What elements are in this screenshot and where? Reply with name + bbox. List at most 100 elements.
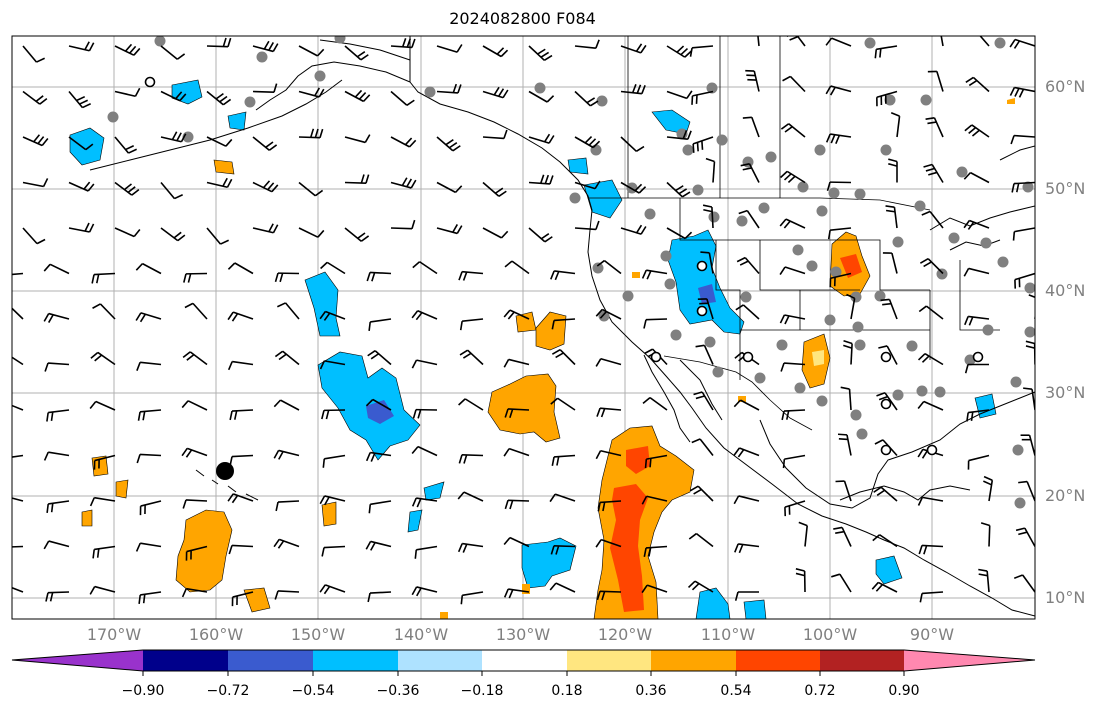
wind-barb	[965, 76, 990, 93]
wind-barb	[504, 408, 530, 418]
lat-label-30n: 30°N	[1045, 383, 1086, 402]
large-black-marker	[216, 462, 234, 480]
wind-barb	[365, 398, 392, 411]
wind-barb	[825, 85, 852, 96]
wind-barb	[923, 163, 944, 183]
station-marker	[670, 329, 682, 341]
wind-barb	[700, 251, 714, 274]
wind-barb	[843, 339, 853, 365]
colorbar-segment	[567, 650, 651, 671]
wind-barb	[734, 591, 759, 601]
wind-barb	[206, 177, 233, 189]
station-marker	[936, 268, 948, 280]
shade-blob	[1007, 98, 1015, 104]
wind-barb	[835, 480, 852, 502]
colorbar	[11, 649, 1036, 676]
wind-barb	[206, 37, 232, 48]
wind-barb	[687, 580, 714, 593]
wind-barb	[620, 84, 646, 95]
wind-barb	[595, 449, 622, 460]
lat-label-40n: 40°N	[1045, 281, 1086, 300]
wind-barb	[643, 545, 668, 557]
wind-barb	[22, 90, 48, 105]
station-marker	[740, 291, 752, 303]
wind-barb	[873, 486, 898, 502]
station-marker	[1024, 326, 1035, 338]
wind-barb	[504, 260, 530, 275]
station-marker	[980, 237, 992, 249]
wind-barb	[274, 350, 300, 366]
wind-barb	[89, 400, 116, 411]
wind-barb	[459, 349, 484, 366]
wind-barb	[344, 227, 370, 242]
wind-barb	[927, 70, 944, 92]
open-marker	[972, 351, 984, 363]
wind-barb	[390, 177, 417, 189]
wind-barb	[367, 591, 392, 603]
wind-barb	[68, 90, 91, 109]
wind-barb	[160, 90, 187, 102]
colorbar-tick-label: 0.54	[720, 683, 752, 699]
political-borders	[588, 36, 1000, 431]
station-marker	[592, 262, 604, 274]
wind-barb	[298, 181, 324, 197]
wind-barb	[273, 449, 300, 460]
station-marker	[708, 211, 720, 223]
station-marker	[892, 236, 904, 248]
wind-barb	[550, 397, 576, 411]
wind-barb	[876, 90, 898, 107]
wind-barb	[368, 318, 392, 331]
station-marker	[706, 82, 718, 94]
station-marker	[758, 202, 770, 214]
wind-barb	[705, 157, 716, 183]
station-marker	[776, 339, 788, 351]
station-marker	[660, 250, 672, 262]
station-marker	[644, 208, 656, 220]
wind-barb	[366, 271, 392, 282]
wind-barb	[90, 351, 116, 366]
station-marker	[704, 336, 716, 348]
wind-barb	[689, 485, 714, 502]
wind-barb	[227, 360, 254, 371]
wind-barb	[733, 399, 760, 411]
wind-barb	[89, 496, 116, 507]
baja-california	[643, 354, 691, 443]
shade-blob	[213, 159, 235, 175]
wind-barb	[344, 45, 369, 61]
shade-blob	[567, 157, 589, 175]
wind-barb	[784, 500, 806, 517]
station-marker	[244, 96, 256, 108]
wind-barb	[322, 454, 346, 468]
wind-barb	[691, 438, 714, 456]
station-marker	[880, 144, 892, 156]
shade-blob	[743, 599, 767, 619]
wind-barb	[550, 270, 576, 281]
wind-barb	[757, 36, 760, 47]
wind-barb	[44, 362, 70, 372]
wind-barb	[840, 386, 852, 411]
wind-barb	[460, 591, 484, 605]
shade-blob	[651, 109, 691, 135]
colorbar-tick-label: −0.18	[460, 683, 504, 699]
wind-barb	[688, 532, 714, 548]
wind-barb	[114, 43, 141, 56]
station-marker	[736, 215, 748, 227]
shade-blob	[583, 179, 623, 219]
wind-barb	[918, 305, 944, 320]
wind-barb	[436, 44, 463, 53]
wind-barb	[390, 136, 417, 148]
wind-barb	[831, 573, 852, 593]
wind-barb	[136, 361, 162, 371]
wind-barb	[871, 581, 898, 593]
shade-blob	[695, 587, 731, 619]
wind-barb	[390, 38, 416, 49]
wind-barb	[43, 540, 70, 550]
wind-barb	[620, 224, 647, 235]
wind-barb	[160, 45, 186, 60]
wind-barb	[12, 307, 24, 320]
wind-barb	[702, 204, 714, 229]
wind-barb	[574, 39, 600, 49]
wind-barb	[643, 318, 668, 329]
wind-barb	[885, 205, 898, 229]
shade-blob	[875, 555, 903, 585]
